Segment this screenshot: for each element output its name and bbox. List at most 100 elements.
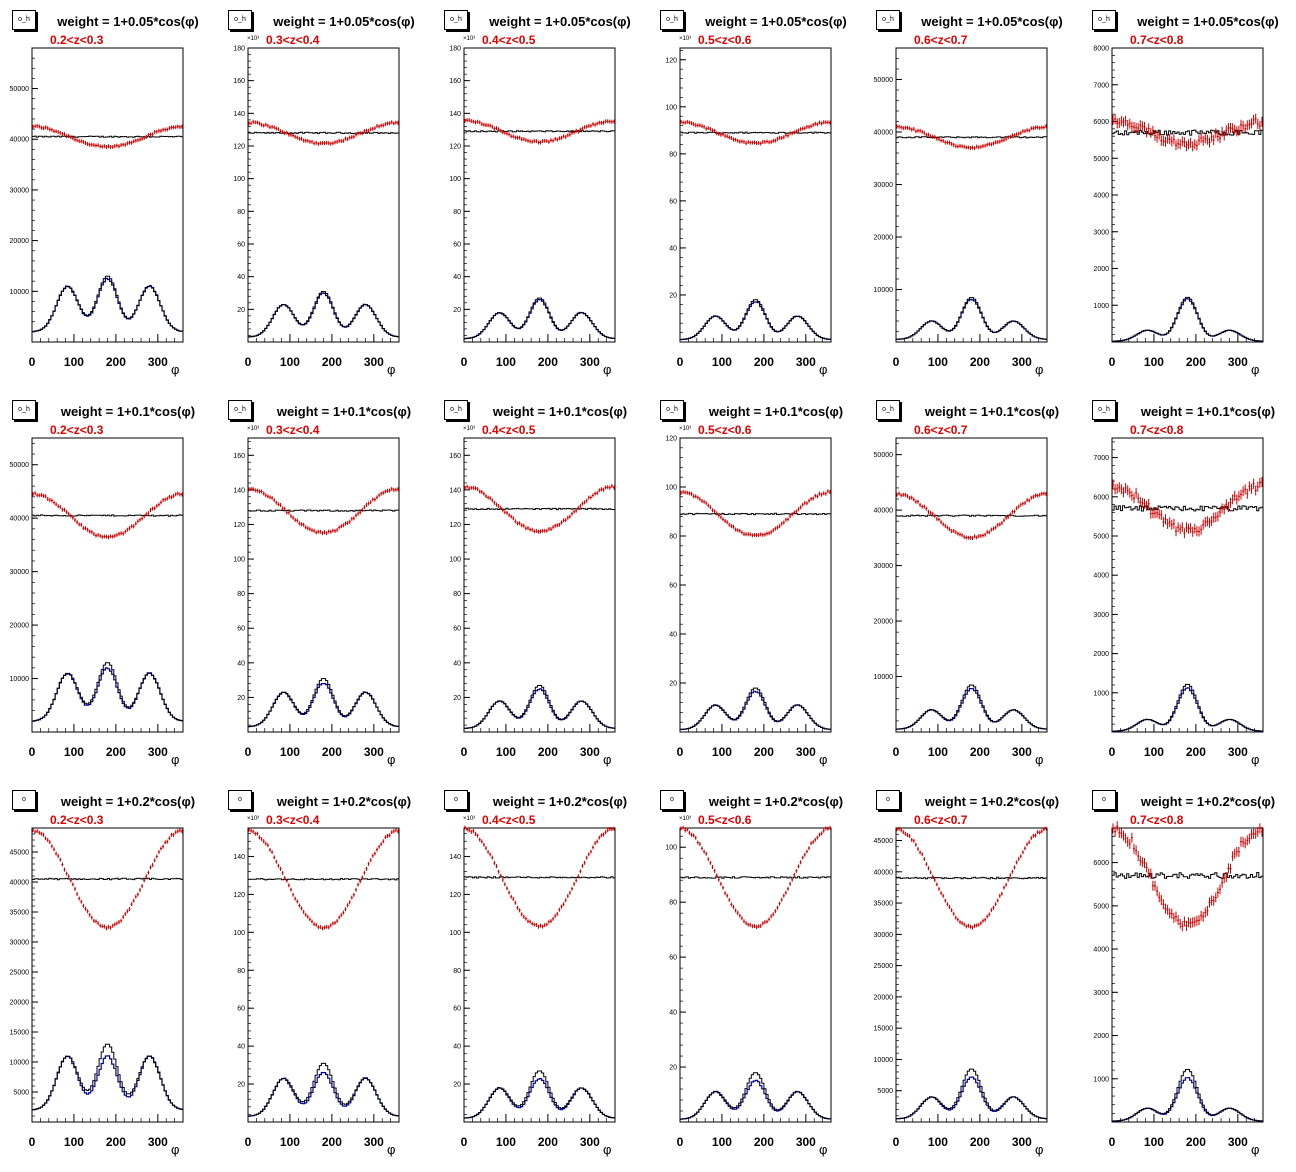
weighted-point bbox=[1040, 491, 1043, 496]
y-tick-label: 10000 bbox=[10, 676, 30, 683]
weighted-point bbox=[594, 841, 597, 846]
weighted-point bbox=[63, 132, 66, 137]
panel-r1-c3: o_h weight = 1+0.1*cos(φ) 0.5<z<0.6 ×10³ φ 20… bbox=[648, 390, 864, 780]
weighted-point bbox=[529, 139, 532, 144]
weighted-point bbox=[1248, 119, 1251, 130]
weighted-point bbox=[252, 829, 255, 834]
weighted-point bbox=[40, 831, 43, 836]
weighted-point bbox=[581, 126, 584, 131]
stat-box[interactable]: o_h bbox=[1092, 400, 1116, 420]
stat-box[interactable]: o_h bbox=[228, 10, 252, 30]
weighted-point bbox=[1240, 836, 1242, 847]
weighted-point bbox=[172, 494, 175, 498]
weighted-point bbox=[982, 918, 984, 923]
weighted-point bbox=[338, 138, 341, 143]
generated-flat-series bbox=[680, 876, 831, 879]
weighted-point bbox=[761, 921, 764, 926]
weighted-point bbox=[497, 869, 500, 874]
weighted-point bbox=[732, 524, 735, 529]
weighted-point bbox=[904, 492, 907, 497]
stat-box[interactable]: o bbox=[444, 790, 468, 810]
plot-frame bbox=[247, 47, 400, 343]
x-tick-label: 200 bbox=[970, 745, 990, 759]
weighted-point bbox=[518, 521, 521, 526]
weighted-point bbox=[898, 491, 901, 496]
weighted-point bbox=[516, 135, 519, 140]
weighted-point bbox=[1233, 124, 1236, 135]
weighted-point bbox=[531, 921, 534, 926]
weighted-point bbox=[592, 845, 594, 850]
stat-box[interactable]: o_h bbox=[660, 10, 684, 30]
weighted-point bbox=[753, 924, 756, 928]
stat-box[interactable]: o bbox=[876, 790, 900, 810]
stat-box[interactable]: o bbox=[12, 790, 36, 810]
stat-box[interactable]: o_h bbox=[444, 400, 468, 420]
weighted-point bbox=[357, 882, 360, 887]
z-range-label: 0.3<z<0.4 bbox=[266, 813, 320, 827]
weighted-point bbox=[497, 127, 500, 132]
panel-title: weight = 1+0.2*cos(φ) bbox=[276, 794, 412, 809]
weighted-series bbox=[464, 825, 615, 929]
stat-box[interactable]: o_h bbox=[12, 10, 36, 30]
weighted-point bbox=[979, 921, 982, 926]
stat-box[interactable]: o_h bbox=[876, 400, 900, 420]
stat-box[interactable]: o bbox=[1092, 790, 1116, 810]
stat-box[interactable]: o_h bbox=[228, 400, 252, 420]
weighted-point bbox=[143, 878, 146, 883]
weighted-point bbox=[331, 921, 334, 926]
weighted-point bbox=[373, 851, 376, 856]
weighted-point bbox=[126, 141, 129, 146]
weighted-point bbox=[961, 533, 964, 538]
stat-box[interactable]: o_h bbox=[660, 400, 684, 420]
stat-box[interactable]: o_h bbox=[444, 10, 468, 30]
x-tick-label: 100 bbox=[1144, 745, 1164, 759]
y-tick-label: 140 bbox=[233, 487, 245, 494]
weighted-point bbox=[1137, 851, 1140, 861]
weighted-point bbox=[917, 847, 919, 851]
weighted-point bbox=[711, 508, 714, 513]
y-tick-label: 15000 bbox=[10, 1030, 30, 1037]
weighted-point bbox=[74, 886, 76, 891]
y-tick-label: 120 bbox=[665, 57, 677, 64]
weighted-point bbox=[512, 134, 515, 139]
weighted-point bbox=[1250, 483, 1253, 494]
weighted-point bbox=[1158, 129, 1161, 140]
weighted-point bbox=[392, 121, 395, 126]
stat-box[interactable]: o_h bbox=[12, 400, 36, 420]
weighted-point bbox=[778, 135, 781, 140]
weighted-point bbox=[46, 838, 49, 843]
x-axis-title: φ bbox=[171, 1142, 180, 1157]
stat-box[interactable]: o_h bbox=[1092, 10, 1116, 30]
weighted-point bbox=[719, 881, 722, 886]
panel-r2-c1: o weight = 1+0.2*cos(φ) 0.3<z<0.4 ×10³ φ 20 40… bbox=[216, 780, 432, 1170]
weighted-point bbox=[979, 144, 982, 149]
weighted-point bbox=[376, 847, 378, 852]
weighted-point bbox=[181, 829, 183, 834]
weighted-point bbox=[1210, 895, 1213, 906]
weighted-point bbox=[560, 904, 563, 909]
generated-bump-series bbox=[32, 275, 183, 333]
weighted-point bbox=[969, 146, 972, 150]
generated-bump-series bbox=[32, 662, 183, 722]
stat-box[interactable]: o bbox=[660, 790, 684, 810]
weighted-point bbox=[682, 825, 685, 830]
weighted-point bbox=[583, 125, 586, 130]
weighted-point bbox=[799, 505, 802, 510]
x-tick-label: 100 bbox=[712, 355, 732, 369]
weighted-point bbox=[719, 515, 722, 520]
weighted-point bbox=[38, 493, 41, 498]
weighted-point bbox=[510, 134, 513, 139]
weighted-point bbox=[132, 139, 135, 144]
y-tick-label: 40 bbox=[237, 1044, 245, 1051]
weighted-point bbox=[1246, 120, 1249, 131]
weighted-point bbox=[88, 529, 91, 534]
stat-box[interactable]: o_h bbox=[876, 10, 900, 30]
weighted-point bbox=[717, 877, 720, 882]
z-range-label: 0.2<z<0.3 bbox=[50, 33, 104, 47]
x-tick-label: 200 bbox=[322, 355, 342, 369]
weighted-point bbox=[1221, 877, 1224, 888]
weighted-point bbox=[468, 118, 471, 123]
stat-box[interactable]: o bbox=[228, 790, 252, 810]
y-tick-label: 20 bbox=[669, 1065, 677, 1072]
